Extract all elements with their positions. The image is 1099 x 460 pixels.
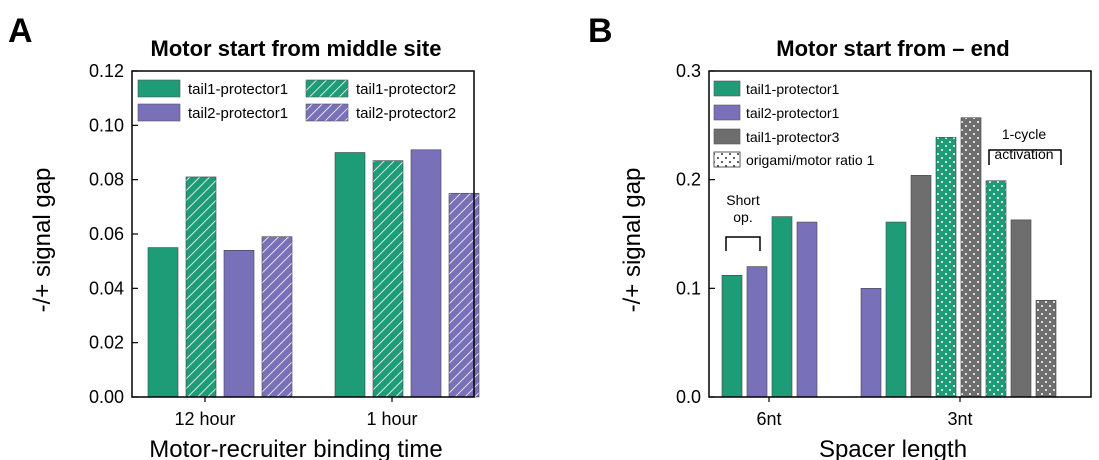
legend-swatch-b-tail1-protector1 (713, 80, 741, 97)
bar-3nt-5 (860, 288, 882, 398)
panel-b-plot-frame (708, 70, 1092, 398)
panel-b-legend: tail1-protector1 tail2-protector1 tail1-… (713, 80, 875, 168)
legend-swatch-tail2-protector2 (305, 103, 349, 122)
legend-item-b-origami-ratio: origami/motor ratio 1 (713, 151, 875, 168)
y-tick-label: 0.10 (89, 115, 124, 135)
x-tick-label: 3nt (947, 409, 972, 429)
bar-6nt-2 (746, 266, 768, 398)
y-tick-label: 0.12 (89, 61, 124, 81)
bar-6nt-4 (796, 221, 818, 398)
legend-swatch-tail1-protector2 (305, 79, 349, 98)
legend-label-tail2-protector2: tail2-protector2 (356, 105, 456, 122)
annotation-short-op-line1: Short (726, 192, 760, 208)
legend-label-b-tail1-protector3: tail1-protector3 (746, 129, 840, 145)
legend-label-tail1-protector2: tail1-protector2 (356, 81, 456, 98)
legend-item-b-tail1-protector1: tail1-protector1 (713, 80, 840, 97)
bar-tail2-protector1-1-hour (410, 149, 442, 398)
bar-3nt-7 (910, 175, 932, 398)
bar-3nt-12 (1035, 299, 1057, 398)
legend-swatch-b-tail1-protector3 (713, 128, 741, 145)
legend-label-b-tail1-protector1: tail1-protector1 (746, 81, 840, 97)
bar-3nt-8 (935, 136, 957, 398)
annotation-1-cycle-activation: 1-cycle activation (988, 126, 1062, 165)
panel-a-label: A (8, 12, 33, 50)
bar-tail2-protector1-12-hour (223, 250, 255, 398)
y-tick-label: 0.08 (89, 170, 124, 190)
legend-swatch-tail2-protector1 (137, 103, 181, 122)
y-tick-label: 0.1 (676, 278, 701, 298)
x-tick-label: 6nt (756, 409, 781, 429)
panel-a-title: Motor start from middle site (151, 36, 442, 61)
legend-label-b-origami-ratio: origami/motor ratio 1 (746, 152, 875, 168)
bar-tail1-protector2-1-hour (372, 160, 404, 398)
annotation-short-op-line2: op. (733, 209, 752, 225)
panel-b-x-axis-label: Spacer length (819, 436, 967, 460)
annotation-activation-line2: activation (994, 146, 1053, 162)
y-tick-label: 0.2 (676, 170, 701, 190)
panel-b-y-axis-label: -/+ signal gap (619, 168, 646, 313)
bar-tail2-protector2-12-hour (261, 236, 293, 398)
legend-swatch-tail1-protector1 (137, 79, 181, 98)
legend-item-tail1-protector1: tail1-protector1 (137, 79, 288, 98)
panel-b-x-ticks: 6nt 3nt (756, 397, 973, 429)
y-tick-label: 0.06 (89, 224, 124, 244)
panel-a-y-ticks: 0.00 0.02 0.04 0.06 0.08 0.10 0.12 (89, 61, 138, 407)
legend-item-b-tail1-protector3: tail1-protector3 (713, 128, 840, 145)
annotation-activation-line1: 1-cycle (1002, 126, 1047, 142)
legend-label-tail2-protector1: tail2-protector1 (188, 105, 288, 122)
panel-b: B Motor start from – end -/+ signal gap … (588, 12, 1092, 460)
y-tick-label: 0.0 (676, 387, 701, 407)
panel-a-bars (147, 149, 480, 398)
bar-tail1-protector1-12-hour (147, 247, 179, 398)
legend-item-tail2-protector1: tail2-protector1 (137, 103, 288, 122)
bar-3nt-6 (885, 221, 907, 398)
panel-b-label: B (588, 12, 613, 50)
panel-a-legend: tail1-protector1 tail1-protector2 tail2-… (137, 79, 456, 122)
y-tick-label: 0.02 (89, 333, 124, 353)
panel-a-x-ticks: 12 hour 1 hour (174, 397, 418, 429)
bar-3nt-10 (985, 180, 1007, 398)
x-tick-label: 12 hour (174, 409, 235, 429)
y-tick-label: 0.04 (89, 278, 124, 298)
bar-tail1-protector2-12-hour (185, 176, 217, 398)
bar-6nt-1 (721, 274, 743, 398)
panel-a-y-axis-label: -/+ signal gap (29, 168, 56, 313)
annotation-short-op-bracket (725, 236, 761, 251)
legend-label-tail1-protector1: tail1-protector1 (188, 81, 288, 98)
y-tick-label: 0.00 (89, 387, 124, 407)
panel-a-plot-frame (131, 70, 475, 398)
legend-label-b-tail2-protector1: tail2-protector1 (746, 105, 840, 121)
bar-3nt-9 (960, 117, 982, 398)
panel-b-bars (721, 117, 1057, 398)
bar-3nt-11 (1010, 219, 1032, 398)
legend-item-b-tail2-protector1: tail2-protector1 (713, 104, 840, 121)
annotation-short-op: Short op. (725, 192, 761, 251)
legend-item-tail2-protector2: tail2-protector2 (305, 103, 456, 122)
legend-item-tail1-protector2: tail1-protector2 (305, 79, 456, 98)
x-tick-label: 1 hour (366, 409, 417, 429)
legend-swatch-b-origami-ratio (713, 151, 741, 168)
bar-6nt-3 (771, 216, 793, 398)
panel-b-title: Motor start from – end (776, 36, 1009, 61)
y-tick-label: 0.3 (676, 61, 701, 81)
legend-swatch-b-tail2-protector1 (713, 104, 741, 121)
panel-a: A Motor start from middle site -/+ signa… (8, 12, 480, 460)
bar-tail1-protector1-1-hour (334, 152, 366, 398)
annotation-activation-bracket (988, 149, 1062, 165)
panel-b-y-ticks: 0.0 0.1 0.2 0.3 (676, 61, 715, 407)
panel-a-x-axis-label: Motor-recruiter binding time (149, 436, 442, 460)
